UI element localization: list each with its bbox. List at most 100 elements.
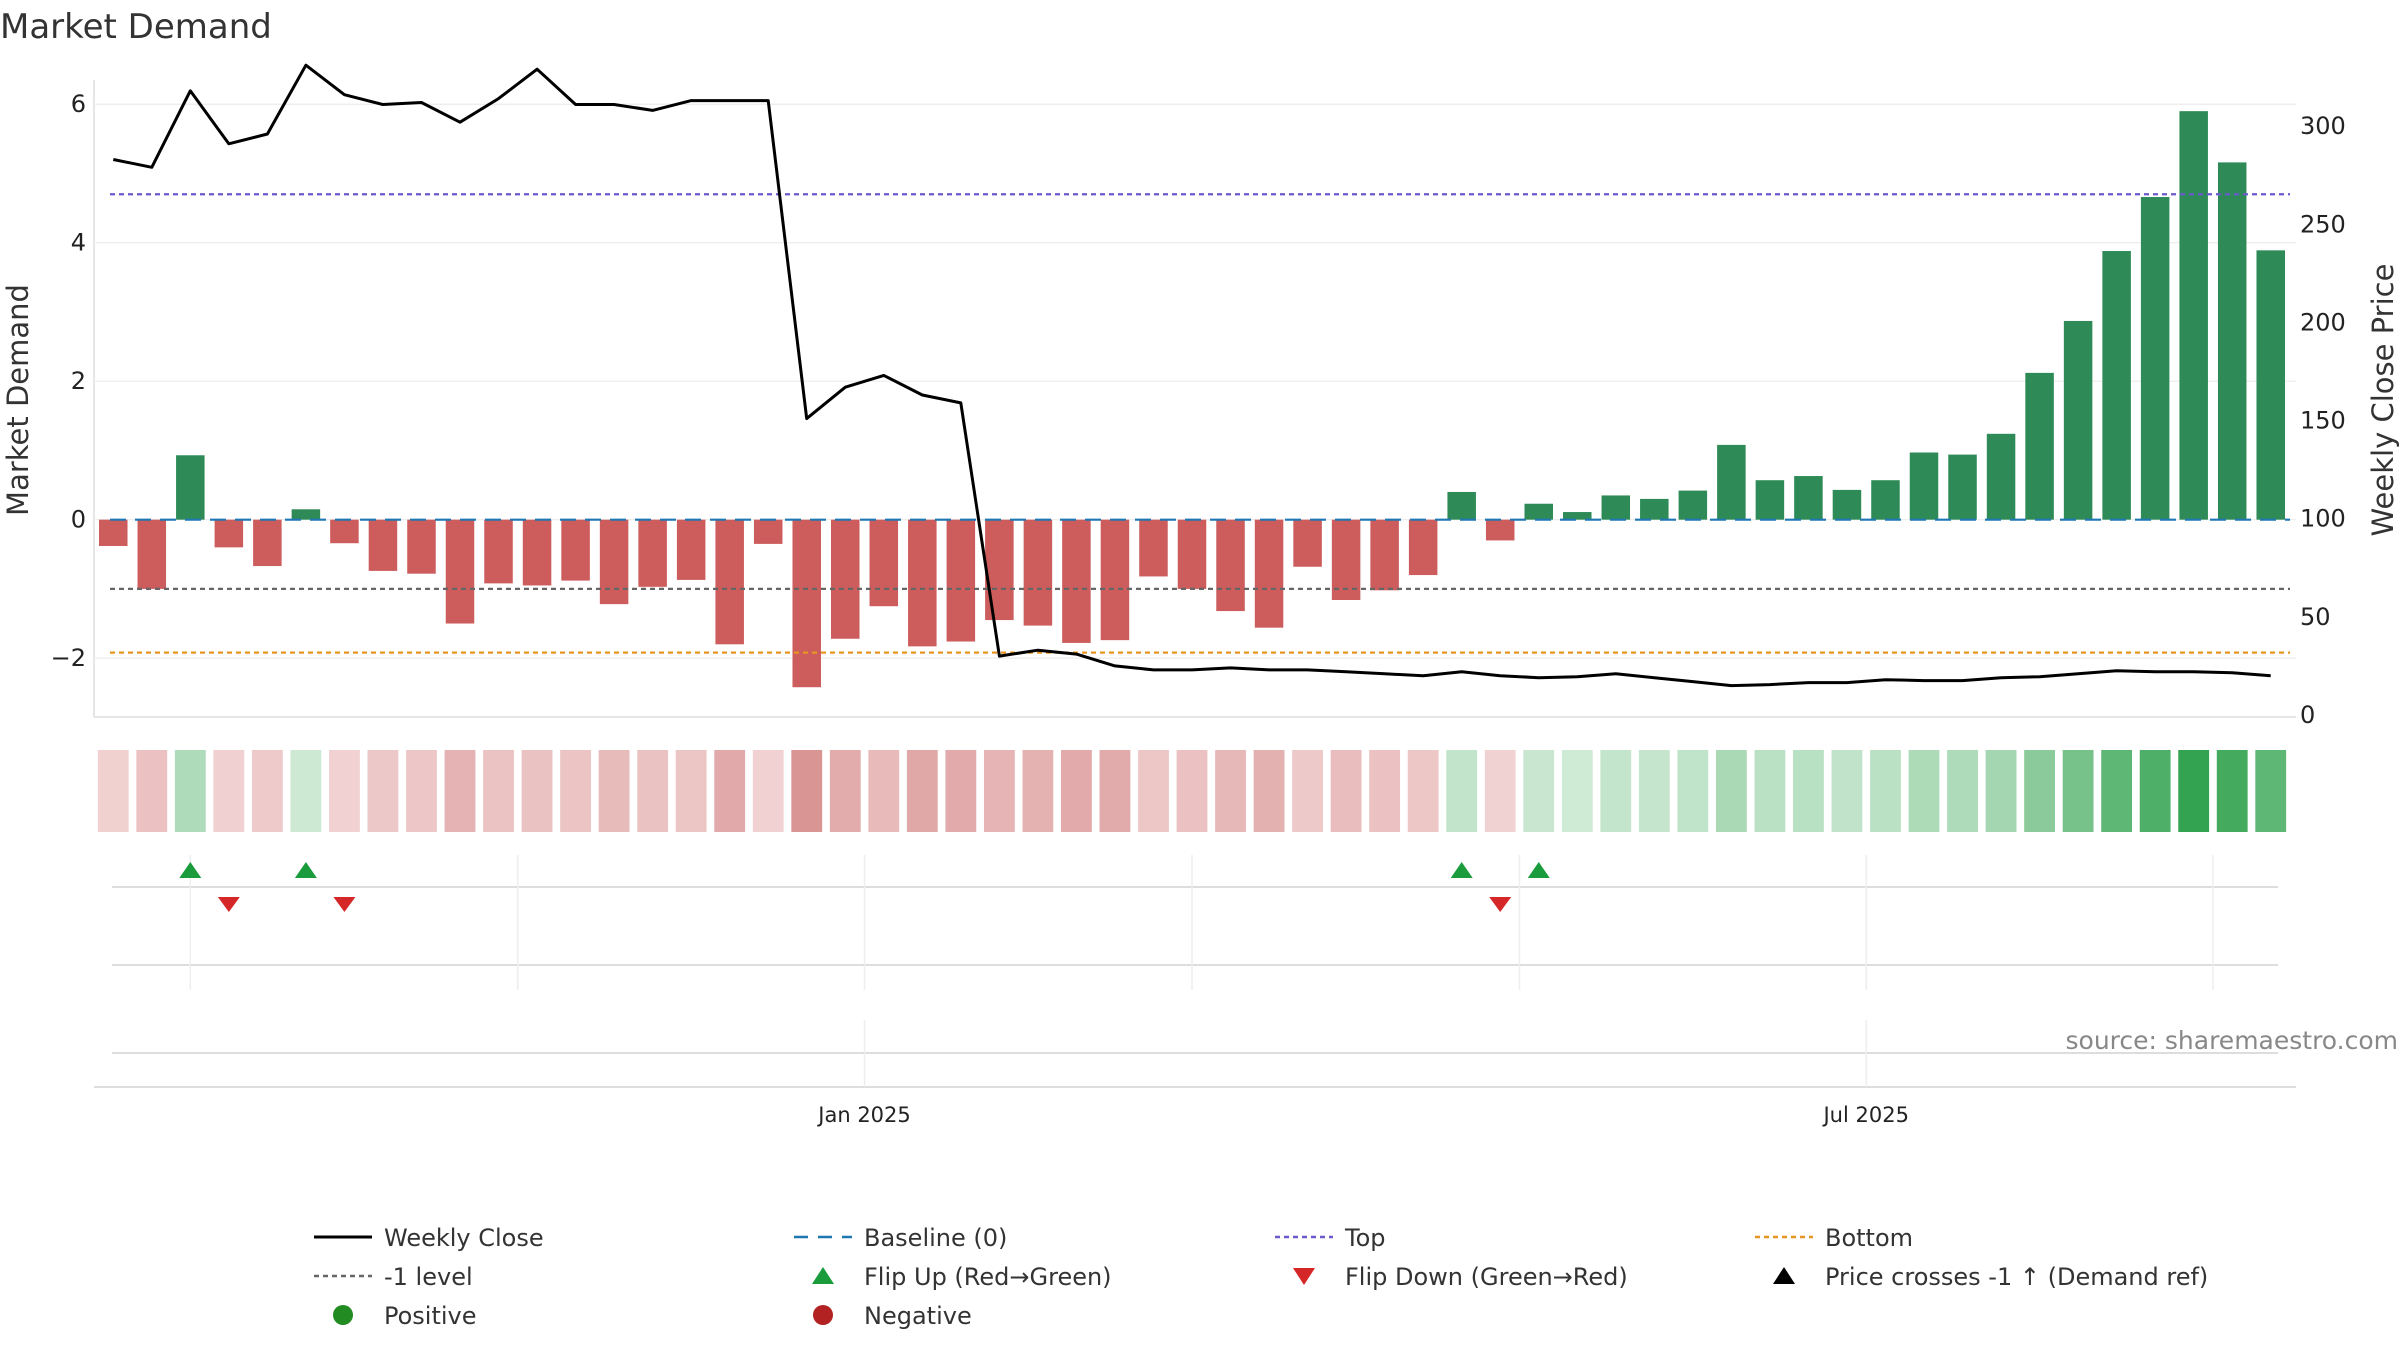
legend-swatch-circle	[333, 1305, 353, 1325]
legend-item: -1 level	[314, 1263, 473, 1291]
demand-bar	[99, 519, 128, 546]
demand-bar	[1909, 452, 1939, 520]
heat-cell	[1985, 750, 2017, 832]
demand-bar	[1794, 476, 1823, 520]
heat-cell	[1446, 750, 1478, 832]
heat-cell	[1330, 750, 1362, 832]
demand-bar	[2102, 251, 2131, 520]
demand-heat-strip	[97, 750, 2287, 832]
demand-bar	[1640, 498, 1669, 520]
y2-tick-label: 200	[2300, 308, 2346, 336]
demand-bar	[291, 509, 321, 520]
heat-cell	[1831, 750, 1863, 832]
flip-up-marker	[179, 862, 202, 878]
demand-bars	[99, 111, 2285, 688]
demand-bar	[1447, 491, 1476, 520]
y-tick-label: 4	[71, 229, 86, 257]
flip-down-marker	[217, 897, 240, 912]
heat-cell	[1561, 750, 1593, 832]
flip-up-marker	[1527, 862, 1550, 878]
y2-tick-label: 300	[2300, 112, 2346, 140]
demand-bar	[1755, 480, 1785, 520]
y-tick-label: 2	[71, 367, 86, 395]
heat-cell	[1022, 750, 1054, 832]
y2-tick-label: 150	[2300, 407, 2346, 435]
y2-tick-label: 0	[2300, 701, 2315, 729]
legend-item: Top	[1275, 1224, 1386, 1252]
heat-cell	[560, 750, 591, 832]
heat-cell	[444, 750, 476, 832]
heat-cell	[1369, 750, 1401, 832]
demand-bar	[753, 519, 783, 544]
weekly-close-line	[113, 63, 2271, 688]
heat-cell	[290, 750, 322, 832]
demand-bar	[1062, 519, 1091, 643]
axis-ticks: −2 0 2 4 6 0 50 100 150 200 250 300	[51, 90, 2346, 729]
legend: Weekly Close Baseline (0) Top Bottom -1 leve…	[314, 1224, 2208, 1330]
demand-bar	[214, 519, 244, 548]
flip-up-marker	[294, 862, 317, 878]
demand-bar	[2217, 162, 2247, 520]
heat-cell	[1638, 750, 1670, 832]
y2-tick-label: 100	[2300, 505, 2346, 533]
heat-cell	[1061, 750, 1092, 832]
heat-cell	[2139, 750, 2171, 832]
demand-bar	[908, 519, 937, 647]
legend-item: Weekly Close	[314, 1224, 544, 1252]
heat-cell	[791, 750, 823, 832]
demand-bar	[445, 519, 475, 624]
x-tick-label: Jan 2025	[816, 1103, 911, 1127]
heat-cell	[945, 750, 977, 832]
demand-bar	[946, 519, 976, 642]
heat-cell	[868, 750, 900, 832]
legend-label: Flip Down (Green→Red)	[1345, 1263, 1628, 1291]
heat-cell	[1253, 750, 1285, 832]
demand-bar	[176, 455, 205, 520]
heat-cell	[483, 750, 514, 832]
demand-bar	[330, 519, 359, 544]
heat-cell	[97, 750, 129, 832]
demand-bar	[1601, 495, 1631, 520]
legend-label: Top	[1344, 1224, 1386, 1252]
legend-swatch-triangle-up	[812, 1267, 834, 1284]
y-tick-label: −2	[51, 644, 86, 672]
heat-cell	[136, 750, 168, 832]
heat-cell	[2101, 750, 2133, 832]
heat-cell	[675, 750, 707, 832]
heat-cell	[1176, 750, 1208, 832]
heat-cell	[1407, 750, 1439, 832]
demand-bar	[676, 519, 706, 580]
flip-up-marker	[1450, 862, 1473, 878]
demand-bar	[1524, 503, 1553, 520]
demand-bar	[985, 519, 1014, 621]
legend-label: -1 level	[384, 1263, 473, 1291]
heat-cell	[2024, 750, 2055, 832]
demand-bar	[1986, 433, 2016, 520]
y-tick-label: 0	[71, 506, 86, 534]
heat-cell	[521, 750, 553, 832]
heat-cell	[829, 750, 861, 832]
demand-bar	[253, 519, 282, 567]
legend-label: Price crosses -1 ↑ (Demand ref)	[1825, 1263, 2208, 1291]
heat-cell	[1215, 750, 1246, 832]
demand-bar	[715, 519, 744, 645]
legend-label: Positive	[384, 1302, 477, 1330]
heat-cell	[1715, 750, 1747, 832]
demand-bar	[2179, 111, 2208, 520]
demand-bar	[522, 519, 552, 586]
heat-cell	[2255, 750, 2287, 832]
demand-bar	[561, 519, 590, 581]
heat-cell	[1947, 750, 1978, 832]
source-credit: source: sharemaestro.com	[2066, 1026, 2399, 1055]
demand-bar	[1370, 519, 1399, 591]
heat-cell	[906, 750, 938, 832]
demand-bar	[1485, 519, 1515, 541]
legend-item: Positive	[333, 1302, 477, 1330]
legend-label: Negative	[864, 1302, 972, 1330]
flip-down-marker	[333, 897, 356, 912]
demand-bar	[2025, 372, 2054, 520]
demand-bar	[1216, 519, 1245, 612]
demand-bar	[137, 519, 167, 589]
demand-bar	[1832, 489, 1862, 520]
heat-cell	[2178, 750, 2210, 832]
